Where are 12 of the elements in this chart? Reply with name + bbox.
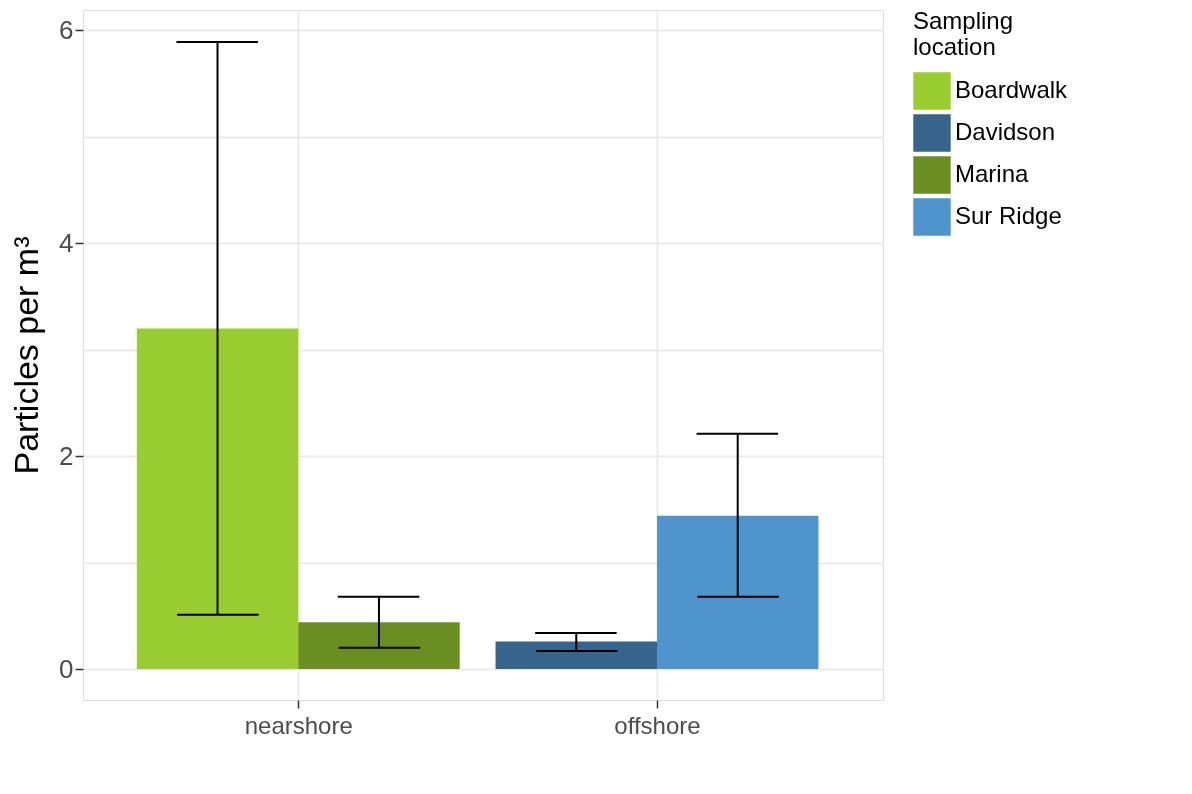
legend-label: Davidson <box>955 118 1056 145</box>
y-axis-title: Particles per m³ <box>7 236 46 475</box>
x-tick-label: nearshore <box>244 711 353 739</box>
x-tick-label: offshore <box>614 711 701 739</box>
y-tick-label: 6 <box>59 14 74 45</box>
legend-label: Sur Ridge <box>955 202 1062 229</box>
y-tick-label: 0 <box>59 653 74 684</box>
legend-label: Marina <box>955 160 1030 187</box>
y-tick-label: 4 <box>59 227 74 258</box>
legend-title: Sampling location <box>913 7 1014 60</box>
y-tick-label: 2 <box>59 440 74 471</box>
legend-label: Boardwalk <box>955 76 1069 103</box>
